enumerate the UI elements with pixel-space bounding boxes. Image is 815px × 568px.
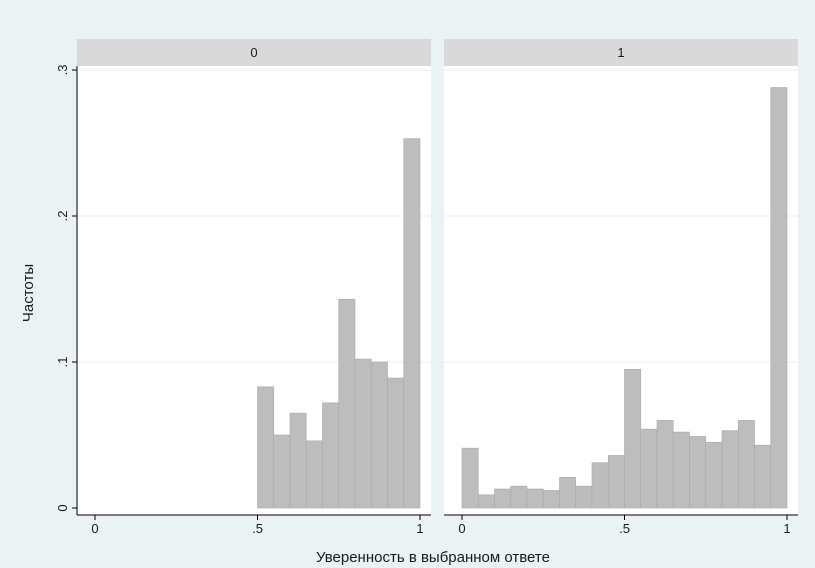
- histogram-bar: [257, 386, 275, 509]
- histogram-bar: [656, 420, 674, 509]
- x-axis-label: Уверенность в выбранном ответе: [316, 549, 550, 566]
- x-tick-label: 1: [416, 521, 423, 536]
- histogram-bar: [575, 485, 593, 509]
- panel-strip: [444, 39, 798, 66]
- histogram-bar: [370, 361, 388, 509]
- histogram-bar: [289, 412, 307, 509]
- histogram-bar: [542, 490, 560, 509]
- histogram-bar: [322, 402, 340, 509]
- x-tick-label: .5: [619, 521, 630, 536]
- histogram-bar: [672, 431, 690, 509]
- histogram-bar: [559, 477, 577, 509]
- panel-strip: [77, 39, 431, 66]
- panels-group: 00.5 10.1.2.310.5 1: [55, 39, 798, 536]
- x-tick-label: 0: [91, 521, 98, 536]
- histogram-bar: [640, 428, 658, 509]
- y-tick-label: .1: [55, 357, 70, 368]
- histogram-bar: [305, 440, 323, 509]
- panel-1: 10.5 1: [444, 39, 798, 536]
- histogram-bar: [477, 494, 495, 509]
- histogram-bar: [526, 488, 544, 509]
- histogram-bar: [354, 358, 372, 509]
- y-tick-label: .3: [55, 65, 70, 76]
- histogram-bar: [403, 138, 421, 509]
- histogram-bar: [770, 87, 788, 509]
- y-tick-label: .2: [55, 211, 70, 222]
- histogram-bar: [510, 485, 528, 509]
- x-tick-label: 0: [458, 521, 465, 536]
- histogram-bar: [591, 462, 609, 509]
- histogram-bar: [461, 447, 479, 509]
- histogram-bar: [387, 377, 405, 509]
- histogram-bar: [721, 430, 739, 509]
- histogram-bar: [737, 420, 755, 509]
- x-tick-label: .5: [252, 521, 263, 536]
- histogram-bar: [338, 298, 356, 509]
- histogram-bar: [624, 368, 642, 509]
- histogram-bar: [689, 436, 707, 509]
- panel-strip-label: 1: [617, 45, 624, 60]
- histogram-bar: [494, 488, 512, 509]
- panel-strip-label: 0: [250, 45, 257, 60]
- x-tick-label: 1: [783, 521, 790, 536]
- y-axis-label: Частоты: [20, 264, 37, 322]
- histogram-bar: [273, 434, 291, 509]
- histogram-bar: [754, 444, 772, 509]
- panel-0: 0 0 .5 1 0 .1 .2 .3: [55, 39, 431, 536]
- histogram-bar: [705, 441, 723, 509]
- histogram-bar: [607, 455, 625, 509]
- y-tick-label: 0: [55, 504, 70, 511]
